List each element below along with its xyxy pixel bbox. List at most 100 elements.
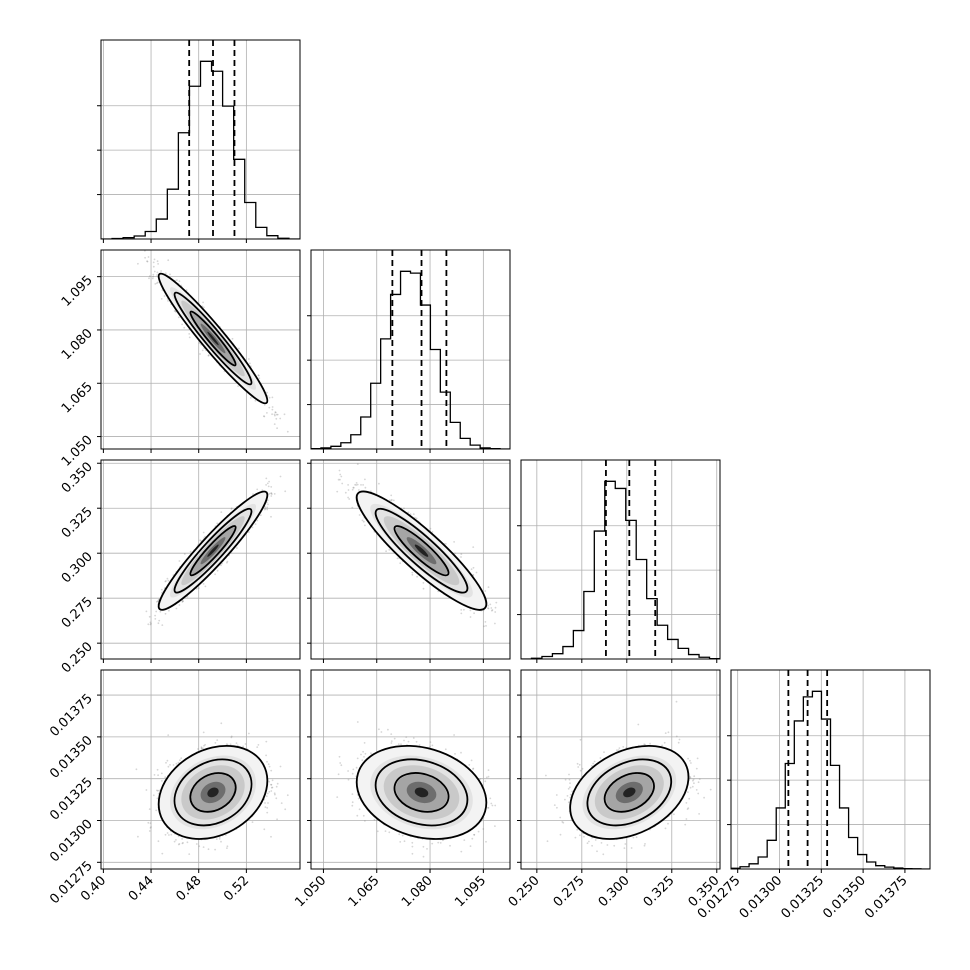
sample-point [264, 506, 266, 509]
sample-point [146, 260, 149, 263]
sample-point [156, 600, 159, 602]
sample-point [274, 411, 277, 414]
sample-point [199, 353, 201, 355]
sample-point [263, 415, 266, 418]
sample-point [270, 493, 273, 495]
sample-point [268, 492, 271, 495]
sample-point [251, 526, 254, 529]
sample-point [173, 310, 176, 312]
contour-line [173, 507, 253, 594]
sample-point [266, 506, 269, 509]
sample-point [264, 507, 267, 510]
sample-point [202, 583, 205, 585]
panel-frame [310, 249, 511, 450]
sample-point [270, 486, 273, 488]
sample-point [517, 625, 519, 627]
sample-point [415, 517, 418, 520]
sample-point [273, 423, 276, 425]
contour-line [189, 525, 237, 577]
sample-point [155, 610, 158, 613]
sample-point [204, 585, 207, 588]
sample-point [198, 342, 201, 344]
sample-point [257, 374, 260, 377]
sample-point [156, 271, 159, 274]
sample-point [267, 485, 270, 488]
sample-point [156, 282, 158, 285]
sample-point [216, 522, 219, 525]
y-tick-label: 1.050 [59, 433, 96, 470]
sample-point [261, 489, 264, 492]
histogram-panel-1 [307, 249, 511, 453]
sample-point [230, 507, 233, 510]
sample-point [151, 277, 154, 280]
sample-point [252, 493, 254, 495]
sample-point [168, 609, 170, 612]
sample-point [362, 484, 364, 486]
sample-point [185, 289, 188, 291]
sample-point [422, 587, 425, 590]
histogram-panel-0 [97, 39, 301, 243]
sample-point [148, 275, 151, 278]
sample-point [279, 475, 282, 478]
sample-point [254, 399, 257, 402]
sample-point [258, 377, 261, 380]
sample-point [144, 256, 147, 259]
sample-point [182, 600, 184, 602]
contour-line [189, 310, 237, 367]
sample-point [268, 396, 271, 399]
y-tick-label: 0.250 [59, 639, 96, 676]
sample-point [152, 265, 155, 268]
sample-point [149, 621, 152, 624]
sample-point [157, 263, 160, 265]
sample-point [270, 492, 273, 494]
sample-point [286, 430, 289, 433]
sample-point [166, 577, 169, 580]
sample-point [347, 489, 350, 491]
y-tick-label: 0.275 [59, 594, 96, 631]
sample-point [263, 403, 266, 406]
sample-point [181, 323, 184, 326]
sample-point [284, 490, 287, 493]
sample-point [178, 560, 181, 562]
sample-point [167, 300, 169, 302]
sample-point [176, 279, 178, 282]
sample-point [273, 413, 276, 416]
sample-point [226, 560, 229, 563]
sample-point [256, 488, 259, 491]
scatter-panel-1-0 [97, 249, 301, 453]
sample-point [263, 508, 266, 511]
sample-point [226, 561, 228, 564]
sample-point [178, 604, 181, 606]
sample-point [265, 477, 268, 480]
panel-frame [100, 249, 301, 450]
sample-point [148, 277, 150, 280]
sample-point [164, 272, 167, 275]
sample-point [154, 283, 157, 285]
y-tick-label: 1.095 [59, 273, 96, 310]
sample-point [147, 256, 150, 258]
sample-point [274, 411, 277, 414]
sample-point [157, 622, 160, 625]
sample-point [340, 475, 343, 478]
sample-point [364, 486, 367, 489]
sample-point [167, 579, 170, 582]
sample-point [390, 494, 393, 497]
sample-point [256, 519, 259, 522]
y-tick-label: 1.080 [59, 326, 96, 363]
sample-point [283, 413, 286, 416]
sample-point [362, 520, 365, 523]
density-level [207, 544, 219, 557]
sample-point [271, 408, 274, 411]
sample-point [238, 347, 240, 350]
sample-point [254, 523, 257, 525]
sample-point [263, 415, 265, 417]
sample-point [231, 337, 234, 340]
sample-point [271, 406, 274, 408]
sample-point [152, 261, 155, 264]
sample-point [156, 274, 159, 276]
sample-point [164, 580, 167, 583]
sample-point [137, 262, 139, 265]
sample-point [154, 618, 157, 620]
sample-point [160, 588, 163, 591]
